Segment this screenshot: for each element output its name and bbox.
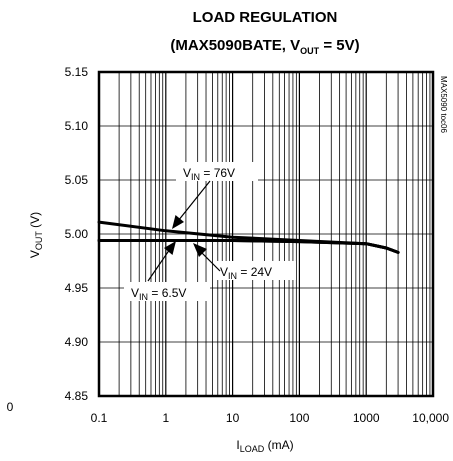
annotation-arrowhead <box>164 241 176 255</box>
y-tick-label: 5.15 <box>65 65 89 79</box>
plot-grid <box>99 72 433 396</box>
x-tick-labels: 0.1 1 10 100 1000 10,000 <box>91 411 450 425</box>
x-tick-label: 100 <box>289 411 309 425</box>
series-lines <box>97 220 400 254</box>
title-suffix: = 5V) <box>319 37 359 54</box>
title-prefix: (MAX5090BATE, V <box>170 37 300 54</box>
series-line <box>97 239 400 254</box>
y-tick-label: 4.95 <box>65 281 89 295</box>
ylabel-suffix: (V) <box>28 212 42 231</box>
x-tick-label: 1000 <box>353 411 380 425</box>
annotation-arrowhead <box>172 215 184 229</box>
annotation-vin-65: VIN = 6.5V <box>124 241 210 302</box>
annotation-label: VIN = 24V <box>220 265 272 281</box>
y-tick-label: 4.85 <box>65 389 89 403</box>
y-tick-label: 5.00 <box>65 227 89 241</box>
x-tick-label: 10,000 <box>412 411 449 425</box>
xlabel-suffix: (mA) <box>264 438 293 452</box>
y-tick-label: 4.90 <box>65 335 89 349</box>
xlabel-main: I <box>236 438 239 452</box>
ylabel-main: V <box>28 250 42 258</box>
xlabel-sub: LOAD <box>240 444 265 454</box>
watermark: MAX5090 toc06 <box>439 76 448 133</box>
y-axis-label: VOUT (V) <box>28 212 44 258</box>
annotation-bg <box>176 162 258 181</box>
annotation-arrow-line <box>147 248 171 282</box>
series-line <box>97 220 400 254</box>
annotation-label: VIN = 6.5V <box>131 286 186 302</box>
annotation-arrowhead <box>193 243 207 257</box>
annotation-vin-76: VIN = 76V <box>172 162 258 229</box>
y-tick-label: 5.05 <box>65 173 89 187</box>
x-tick-label: 0.1 <box>91 411 108 425</box>
annotation-label: VIN = 76V <box>183 166 235 182</box>
annotation-bg <box>214 261 296 280</box>
annotation-vin-24: VIN = 24V <box>193 243 296 281</box>
title-sub: OUT <box>300 46 320 56</box>
y-tick-label: 5.10 <box>65 119 89 133</box>
ylabel-sub: OUT <box>34 231 44 251</box>
annotation-bg <box>124 282 210 301</box>
chart-title-line2: (MAX5090BATE, VOUT = 5V) <box>170 37 359 56</box>
chart-title-line1: LOAD REGULATION <box>193 9 338 26</box>
x-axis-label: ILOAD (mA) <box>236 438 293 454</box>
y-tick-labels: 5.15 5.10 5.05 5.00 4.95 4.90 4.85 <box>65 65 89 403</box>
plot-frame <box>97 70 435 398</box>
x-tick-label: 10 <box>226 411 240 425</box>
x-tick-label: 1 <box>162 411 169 425</box>
annotation-arrow-line <box>177 180 211 222</box>
stray-label: 0 <box>7 400 14 414</box>
